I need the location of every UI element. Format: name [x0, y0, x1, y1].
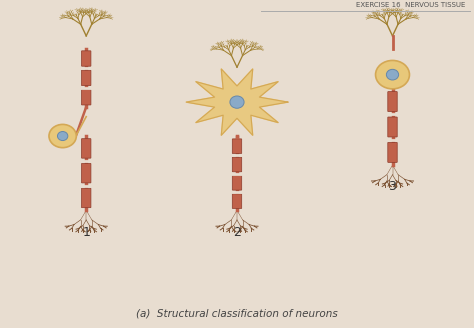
FancyBboxPatch shape [388, 142, 397, 162]
FancyBboxPatch shape [82, 90, 91, 105]
FancyBboxPatch shape [232, 194, 242, 209]
Ellipse shape [230, 96, 244, 108]
Ellipse shape [57, 132, 68, 141]
Text: 2: 2 [233, 226, 241, 239]
FancyBboxPatch shape [388, 117, 397, 137]
Ellipse shape [375, 60, 410, 89]
Text: (a)  Structural classification of neurons: (a) Structural classification of neurons [136, 309, 338, 318]
FancyBboxPatch shape [82, 70, 91, 86]
FancyBboxPatch shape [232, 175, 242, 190]
Ellipse shape [386, 69, 399, 80]
FancyBboxPatch shape [232, 139, 242, 154]
Text: 3: 3 [389, 180, 396, 193]
Ellipse shape [49, 124, 76, 148]
FancyBboxPatch shape [82, 51, 91, 66]
Text: 1: 1 [82, 226, 90, 239]
FancyBboxPatch shape [82, 188, 91, 208]
FancyBboxPatch shape [82, 139, 91, 158]
FancyBboxPatch shape [82, 163, 91, 183]
Polygon shape [186, 69, 288, 135]
FancyBboxPatch shape [232, 157, 242, 172]
FancyBboxPatch shape [388, 92, 397, 112]
Text: EXERCISE 16  NERVOUS TISSUE: EXERCISE 16 NERVOUS TISSUE [356, 2, 465, 9]
